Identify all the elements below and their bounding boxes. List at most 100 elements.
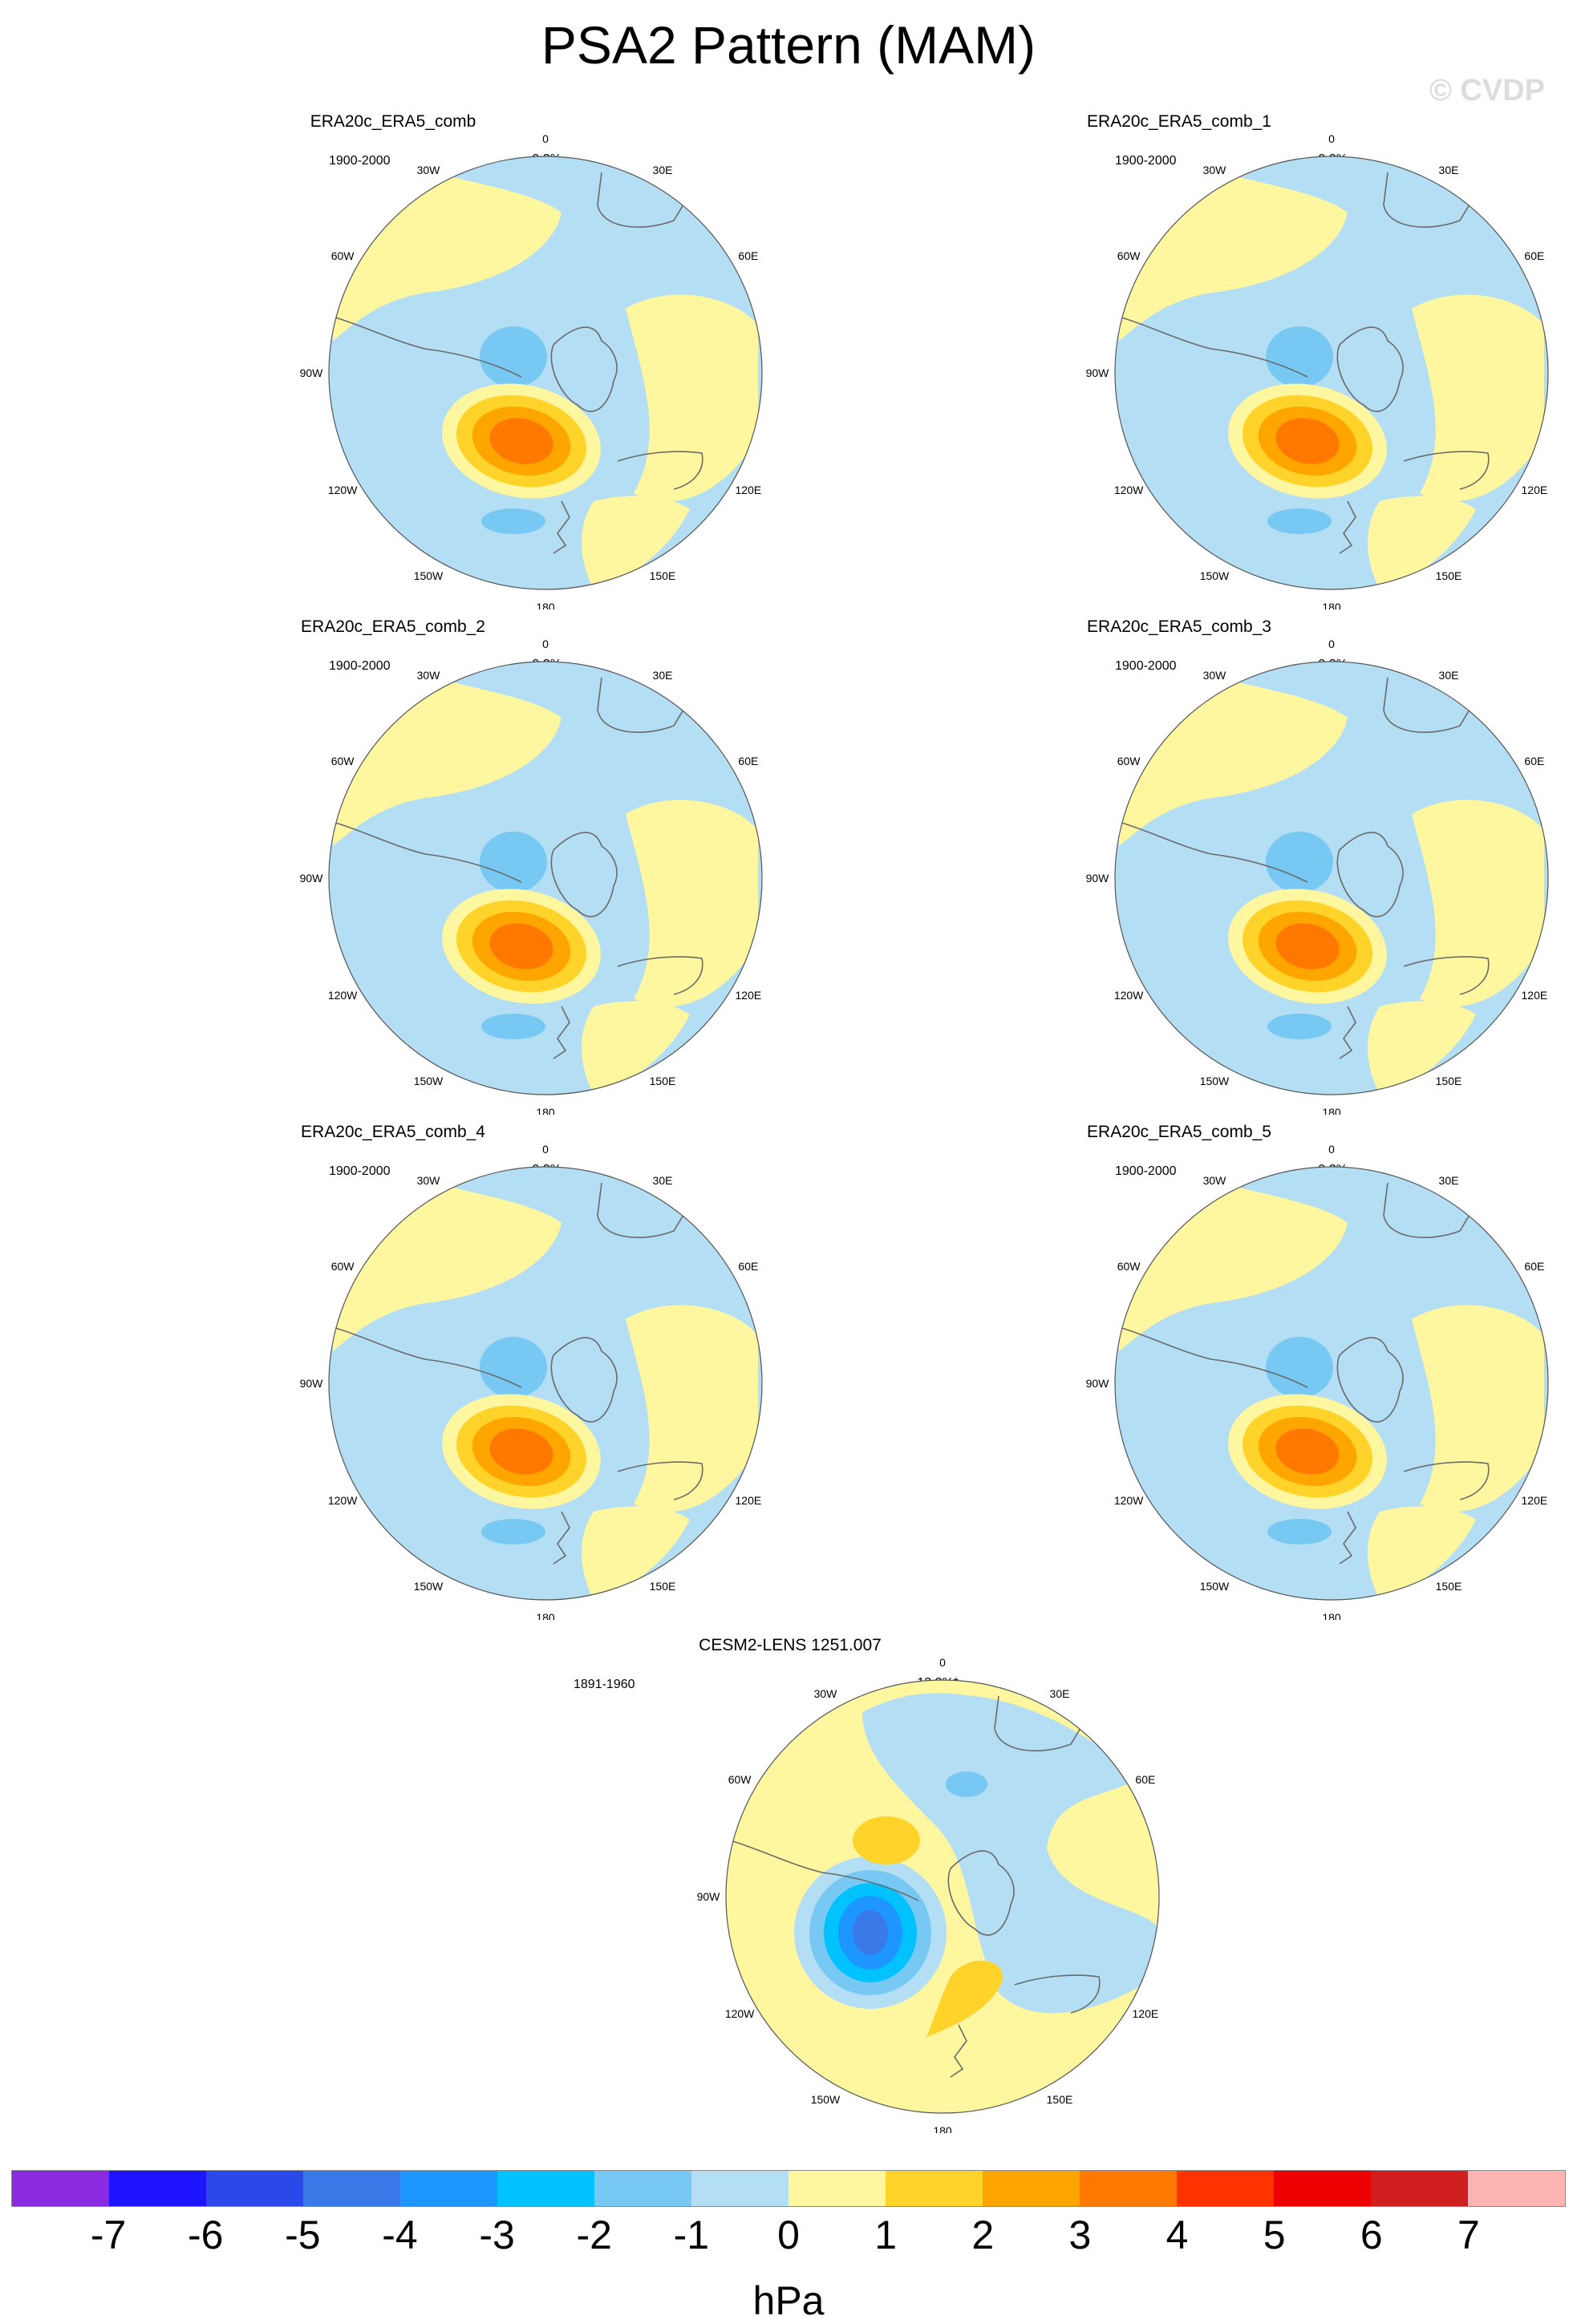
longitude-label: 150W bbox=[1200, 569, 1230, 582]
longitude-label: 0 bbox=[1328, 638, 1335, 650]
longitude-label: 90W bbox=[300, 872, 324, 885]
map-panel: ERA20c_ERA5_comb_21900-20009.3%r=1.00030… bbox=[16, 617, 770, 1115]
longitude-label: 120W bbox=[725, 2007, 755, 2020]
colorbar-swatch bbox=[1274, 2171, 1371, 2206]
colorbar-tick-label: -1 bbox=[659, 2212, 724, 2258]
anomaly-negative-region bbox=[480, 1337, 547, 1398]
anomaly-negative-region bbox=[1267, 1519, 1332, 1545]
longitude-label: 30W bbox=[417, 669, 441, 682]
longitude-label: 120E bbox=[1133, 2007, 1159, 2020]
anomaly-negative-region bbox=[480, 832, 547, 893]
longitude-label: 180 bbox=[1322, 601, 1341, 609]
longitude-label: 90W bbox=[1086, 1377, 1110, 1390]
longitude-label: 150E bbox=[1436, 1580, 1462, 1593]
longitude-label: 120E bbox=[1522, 1494, 1548, 1507]
map-panel: ERA20c_ERA5_comb1900-20009.3%030E60E90E1… bbox=[16, 112, 770, 609]
anomaly-negative-region bbox=[481, 1014, 545, 1039]
anomaly-negative-region bbox=[1266, 1337, 1333, 1398]
longitude-label: 90W bbox=[300, 366, 324, 379]
longitude-label: 150E bbox=[1047, 2093, 1073, 2106]
polar-map: 030E60E90E120E150E180150W120W90W60W30W bbox=[802, 1123, 1556, 1620]
longitude-label: 60W bbox=[331, 1260, 355, 1273]
longitude-label: 180 bbox=[1322, 1611, 1341, 1620]
longitude-label: 120W bbox=[1114, 989, 1144, 1002]
colorbar-swatch bbox=[1371, 2171, 1468, 2206]
longitude-label: 180 bbox=[536, 1611, 555, 1620]
longitude-label: 120W bbox=[1114, 484, 1144, 496]
anomaly-negative-region bbox=[480, 326, 547, 387]
longitude-label: 60E bbox=[738, 249, 758, 262]
colorbar-tick-label: -6 bbox=[173, 2212, 237, 2258]
longitude-label: 30W bbox=[417, 164, 441, 176]
longitude-label: 150E bbox=[650, 569, 676, 582]
longitude-label: 180 bbox=[933, 2124, 952, 2133]
longitude-label: 180 bbox=[536, 601, 555, 609]
anomaly-positive-region bbox=[853, 1816, 920, 1864]
longitude-label: 120W bbox=[328, 1494, 358, 1507]
longitude-label: 120E bbox=[736, 1494, 762, 1507]
colorbar-tick-label: -4 bbox=[368, 2212, 432, 2258]
longitude-label: 90W bbox=[1086, 366, 1110, 379]
longitude-label: 60W bbox=[1117, 1260, 1141, 1273]
anomaly-negative-region bbox=[1266, 832, 1333, 893]
colorbar-swatch bbox=[788, 2171, 886, 2206]
longitude-label: 150W bbox=[811, 2093, 841, 2106]
longitude-label: 120W bbox=[1114, 1494, 1144, 1507]
polar-map: 030E60E90E120E150E180150W120W90W60W30W bbox=[413, 1636, 1167, 2133]
colorbar-tick-label: 1 bbox=[853, 2212, 918, 2258]
map-panel: ERA20c_ERA5_comb_51900-20009.3%r=1.00030… bbox=[802, 1123, 1556, 1620]
colorbar-swatch bbox=[983, 2171, 1080, 2206]
longitude-label: 150W bbox=[1200, 1075, 1230, 1087]
longitude-label: 60E bbox=[1524, 755, 1544, 767]
colorbar-swatch bbox=[1080, 2171, 1177, 2206]
longitude-label: 0 bbox=[939, 1656, 946, 1669]
longitude-label: 30E bbox=[1050, 1687, 1070, 1700]
longitude-label: 60W bbox=[728, 1773, 752, 1786]
longitude-label: 180 bbox=[536, 1106, 555, 1115]
polar-map: 030E60E90E120E150E180150W120W90W60W30W bbox=[16, 1123, 770, 1620]
longitude-label: 0 bbox=[542, 638, 549, 650]
colorbar-tick-label: -5 bbox=[270, 2212, 334, 2258]
longitude-label: 120E bbox=[1522, 484, 1548, 496]
colorbar-swatch bbox=[886, 2171, 983, 2206]
longitude-label: 90W bbox=[300, 1377, 324, 1390]
colorbar-tick-label: -2 bbox=[562, 2212, 626, 2258]
longitude-label: 150E bbox=[650, 1580, 676, 1593]
longitude-label: 30E bbox=[1439, 669, 1459, 682]
longitude-label: 0 bbox=[542, 132, 549, 145]
longitude-label: 30W bbox=[1203, 1174, 1227, 1187]
longitude-label: 150W bbox=[414, 569, 444, 582]
longitude-label: 150W bbox=[414, 1075, 444, 1087]
anomaly-negative-region bbox=[1267, 1014, 1332, 1039]
colorbar-swatch bbox=[691, 2171, 788, 2206]
colorbar-tick-label: 5 bbox=[1243, 2212, 1307, 2258]
longitude-label: 60E bbox=[738, 1260, 758, 1273]
longitude-label: 30E bbox=[1439, 164, 1459, 176]
colorbar-tick-label: 7 bbox=[1437, 2212, 1501, 2258]
polar-map: 030E60E90E120E150E180150W120W90W60W30W bbox=[802, 112, 1556, 609]
colorbar-swatch bbox=[594, 2171, 691, 2206]
colorbar-tick-label: -7 bbox=[76, 2212, 140, 2258]
longitude-label: 30W bbox=[1203, 669, 1227, 682]
map-panel: CESM2-LENS 1251.0071891-196013.3%*r=-0.5… bbox=[413, 1636, 1167, 2133]
anomaly-negative-region bbox=[1267, 508, 1332, 534]
colorbar-tick-label: 0 bbox=[756, 2212, 821, 2258]
longitude-label: 150E bbox=[1436, 569, 1462, 582]
polar-map: 030E60E90E120E150E180150W120W90W60W30W bbox=[802, 617, 1556, 1115]
longitude-label: 30W bbox=[1203, 164, 1227, 176]
longitude-label: 30W bbox=[814, 1687, 838, 1700]
colorbar-tick-label: 4 bbox=[1145, 2212, 1210, 2258]
longitude-label: 120W bbox=[328, 989, 358, 1002]
longitude-label: 150W bbox=[414, 1580, 444, 1593]
polar-map: 030E60E90E120E150E180150W120W90W60W30W bbox=[16, 112, 770, 609]
longitude-label: 60E bbox=[1524, 249, 1544, 262]
longitude-label: 60E bbox=[1524, 1260, 1544, 1273]
cvdp-watermark: © CVDP bbox=[1429, 74, 1545, 108]
figure-title: PSA2 Pattern (MAM) bbox=[0, 13, 1577, 77]
colorbar-swatch bbox=[1177, 2171, 1274, 2206]
colorbar-swatch bbox=[109, 2171, 206, 2206]
colorbar bbox=[11, 2170, 1566, 2207]
longitude-label: 180 bbox=[1322, 1106, 1341, 1115]
longitude-label: 30W bbox=[417, 1174, 441, 1187]
longitude-label: 120W bbox=[328, 484, 358, 496]
